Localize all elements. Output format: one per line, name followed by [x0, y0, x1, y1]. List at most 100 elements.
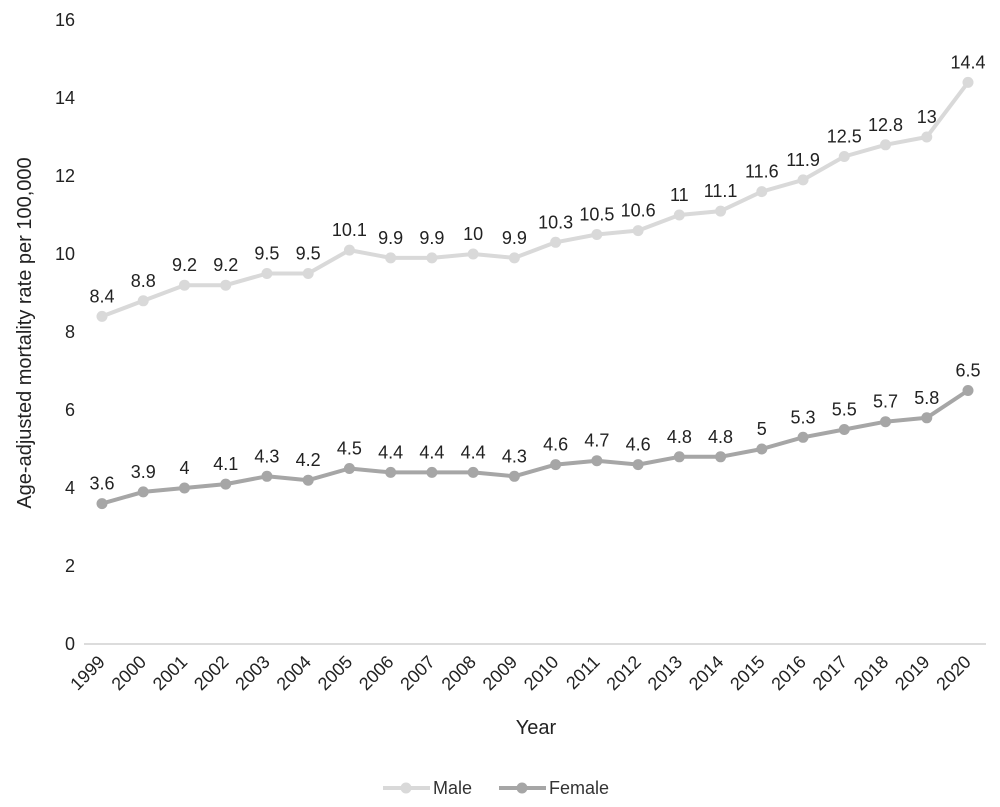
- data-point-male: [508, 252, 520, 264]
- data-label-female: 4.3: [502, 446, 527, 466]
- data-point-male: [756, 186, 768, 198]
- y-tick-label: 6: [65, 400, 75, 420]
- data-point-female: [715, 451, 727, 463]
- data-point-male: [797, 174, 809, 186]
- data-point-female: [385, 466, 397, 478]
- data-point-male: [385, 252, 397, 264]
- legend-marker-female: [516, 782, 528, 794]
- data-label-male: 9.2: [213, 255, 238, 275]
- data-point-female: [508, 470, 520, 482]
- data-point-female: [96, 498, 108, 510]
- data-point-female: [797, 431, 809, 443]
- data-label-female: 4.4: [461, 442, 486, 462]
- data-point-female: [838, 424, 850, 435]
- data-label-female: 4.1: [213, 454, 238, 474]
- x-tick-label: 2011: [562, 652, 604, 694]
- data-label-female: 3.6: [89, 474, 114, 494]
- data-label-male: 10.1: [332, 220, 367, 240]
- data-point-male: [673, 209, 685, 221]
- data-point-male: [632, 225, 644, 237]
- x-tick-label: 2008: [438, 652, 480, 694]
- x-tick-label: 2012: [602, 652, 644, 694]
- data-label-male: 14.4: [950, 52, 985, 72]
- data-label-male: 10.6: [621, 201, 656, 221]
- data-label-male: 9.9: [419, 228, 444, 248]
- x-tick-label: 2018: [850, 652, 892, 694]
- data-label-female: 5.8: [914, 388, 939, 408]
- data-point-female: [302, 474, 314, 486]
- data-label-male: 9.9: [502, 228, 527, 248]
- data-label-male: 10: [463, 224, 483, 244]
- data-point-female: [261, 470, 273, 482]
- data-labels: 8.4 8.8 9.2 9.2 9.5 9.5 10.1 9.9 9.9 10 9.9 10.3 10.…: [89, 52, 985, 493]
- data-label-male: 8.4: [89, 286, 114, 306]
- data-point-male: [962, 76, 974, 88]
- data-label-male: 9.9: [378, 228, 403, 248]
- legend-marker-male: [400, 782, 412, 794]
- data-label-male: 11.1: [704, 181, 738, 201]
- y-axis-ticks: 0 2 4 6 8 10 12 14 16: [55, 10, 75, 654]
- data-label-female: 5.7: [873, 392, 898, 412]
- legend-item-female: Female: [499, 778, 609, 798]
- data-label-female: 4.2: [296, 450, 321, 470]
- x-tick-label: 2010: [520, 652, 562, 694]
- data-point-male: [426, 252, 438, 264]
- x-tick-label: 2017: [809, 652, 851, 694]
- data-label-male: 11: [670, 185, 689, 205]
- data-point-male: [220, 279, 232, 291]
- data-point-male: [96, 310, 108, 322]
- x-tick-label: 2005: [314, 652, 356, 694]
- data-label-male: 8.8: [131, 271, 156, 291]
- data-label-female: 5: [757, 419, 767, 439]
- data-point-female: [591, 455, 603, 467]
- x-axis-title: Year: [516, 717, 557, 739]
- x-tick-label: 2016: [767, 652, 809, 694]
- data-point-male: [838, 151, 850, 162]
- y-tick-label: 16: [55, 10, 75, 30]
- data-label-male: 9.5: [296, 244, 321, 264]
- data-label-female: 5.3: [791, 407, 816, 427]
- data-point-male: [343, 244, 355, 256]
- x-tick-label: 2007: [396, 652, 438, 694]
- x-tick-label: 2006: [355, 652, 397, 694]
- x-tick-label: 2000: [108, 652, 150, 694]
- y-tick-label: 10: [55, 244, 75, 264]
- data-point-male: [550, 236, 562, 248]
- data-point-female: [550, 459, 562, 471]
- data-point-female: [962, 385, 974, 396]
- data-point-female: [220, 478, 232, 490]
- data-point-male: [137, 295, 149, 307]
- data-point-male: [302, 268, 314, 279]
- y-tick-label: 14: [55, 88, 75, 108]
- x-tick-label: 2019: [891, 652, 933, 694]
- y-tick-label: 4: [65, 478, 75, 498]
- data-point-female: [880, 416, 892, 428]
- x-tick-label: 2002: [190, 652, 232, 694]
- data-point-female: [343, 463, 355, 474]
- x-axis-ticks: 1999200020012002200320042005200620072008…: [66, 652, 974, 694]
- data-label-female: 3.9: [131, 462, 156, 482]
- x-tick-label: 2004: [273, 652, 315, 694]
- x-tick-label: 2013: [644, 652, 686, 694]
- data-point-female: [921, 412, 933, 424]
- x-tick-label: 1999: [66, 652, 108, 694]
- data-label-male: 10.3: [538, 212, 573, 232]
- data-label-female: 4: [179, 458, 189, 478]
- y-tick-label: 8: [65, 322, 75, 342]
- y-tick-label: 12: [55, 166, 75, 186]
- x-tick-label: 2020: [932, 652, 974, 694]
- x-tick-label: 2015: [726, 652, 768, 694]
- data-label-female: 4.6: [626, 435, 651, 455]
- y-tick-label: 2: [65, 556, 75, 576]
- x-tick-label: 2009: [479, 652, 521, 694]
- data-point-male: [261, 268, 273, 279]
- data-label-female: 5.5: [832, 400, 857, 420]
- data-point-female: [137, 486, 149, 498]
- data-label-male: 9.2: [172, 255, 197, 275]
- data-label-female: 4.6: [543, 435, 568, 455]
- y-axis-title: Age-adjusted mortality rate per 100,000: [14, 157, 36, 508]
- data-label-male: 12.8: [868, 115, 903, 135]
- data-label-male: 13: [917, 107, 937, 127]
